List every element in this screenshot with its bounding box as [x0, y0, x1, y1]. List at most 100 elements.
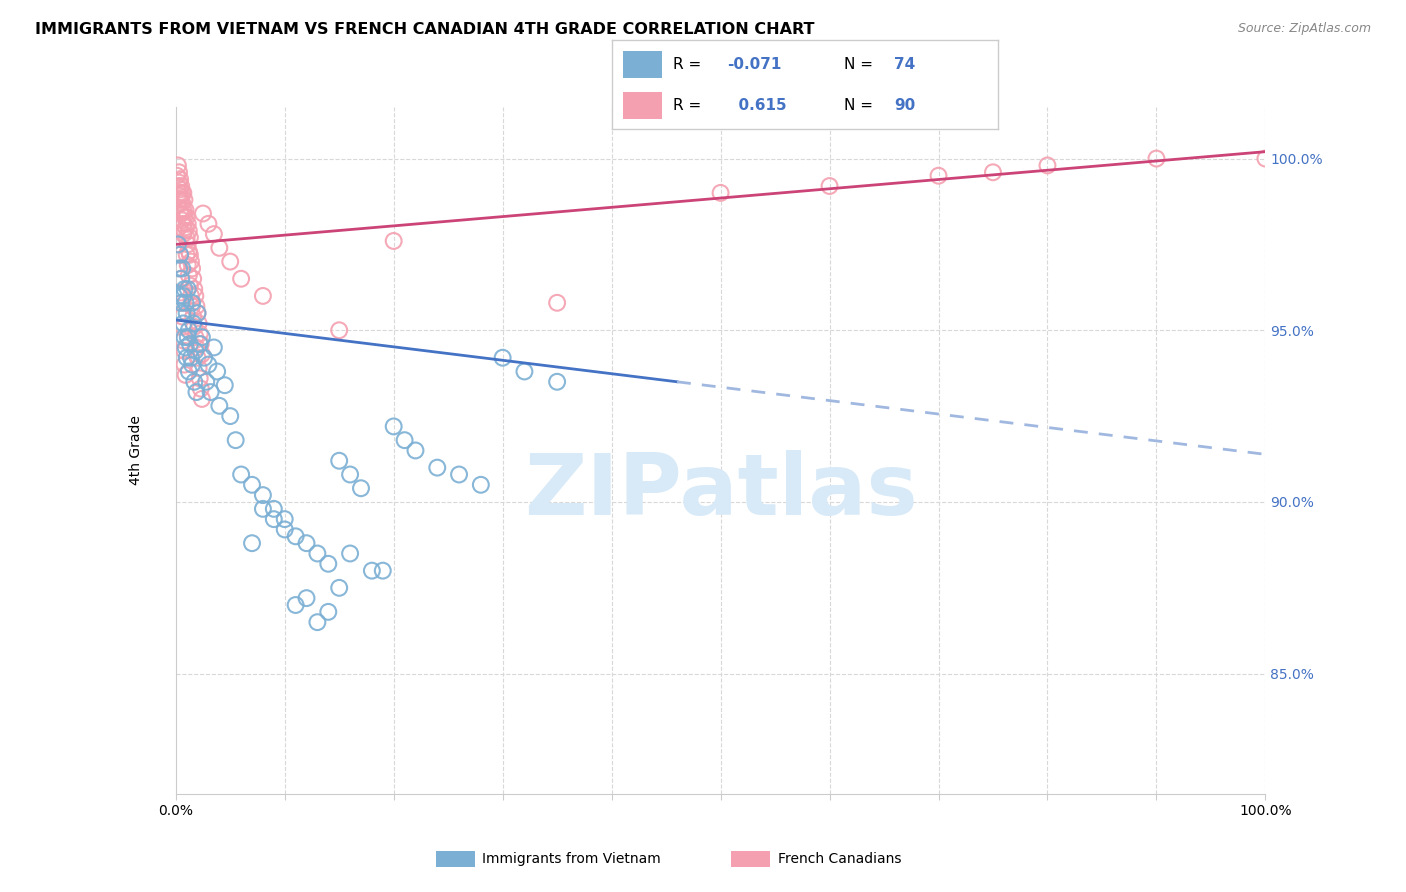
Point [225, 433, 247, 447]
Point [231, 271, 253, 285]
Point [167, 220, 190, 235]
Point [177, 323, 200, 337]
Point [208, 241, 231, 255]
Point [184, 330, 207, 344]
Point [371, 564, 394, 578]
Point [177, 258, 200, 272]
Point [546, 375, 568, 389]
Point [169, 248, 191, 262]
Point [252, 289, 274, 303]
Point [187, 361, 209, 376]
Point [202, 340, 225, 354]
Point [470, 477, 492, 491]
Point [188, 371, 211, 385]
Point [170, 295, 193, 310]
Point [405, 443, 427, 458]
Point [176, 230, 198, 244]
Point [318, 605, 340, 619]
FancyBboxPatch shape [623, 92, 662, 119]
Point [295, 591, 318, 606]
Point [177, 224, 200, 238]
Point [180, 351, 202, 365]
Point [191, 392, 214, 406]
Text: ZIPatlas: ZIPatlas [523, 450, 918, 533]
Point [187, 317, 209, 331]
Point [179, 337, 201, 351]
Point [172, 186, 194, 200]
Point [179, 278, 201, 293]
Point [181, 261, 204, 276]
Point [170, 193, 193, 207]
Point [188, 326, 211, 341]
Point [350, 481, 373, 495]
Point [181, 310, 204, 324]
Point [172, 319, 194, 334]
Point [197, 358, 219, 372]
Point [174, 220, 197, 235]
Text: N =: N = [844, 57, 877, 71]
Point [174, 202, 197, 217]
Text: N =: N = [844, 98, 877, 112]
Point [186, 351, 209, 365]
Point [177, 244, 200, 259]
Point [180, 289, 202, 303]
Point [513, 364, 536, 378]
Text: Source: ZipAtlas.com: Source: ZipAtlas.com [1237, 22, 1371, 36]
Point [263, 512, 285, 526]
Point [190, 382, 212, 396]
Point [170, 285, 193, 300]
Point [169, 202, 191, 217]
Point [183, 319, 205, 334]
Point [426, 460, 449, 475]
Point [928, 169, 950, 183]
Point [177, 217, 200, 231]
Point [360, 564, 382, 578]
Point [263, 501, 285, 516]
Point [169, 182, 191, 196]
Point [177, 268, 200, 283]
Point [328, 454, 350, 468]
Point [177, 282, 200, 296]
Point [173, 282, 195, 296]
Point [167, 261, 190, 276]
Point [252, 501, 274, 516]
Point [546, 295, 568, 310]
Point [177, 364, 200, 378]
Point [382, 419, 405, 434]
Point [382, 234, 405, 248]
Point [214, 378, 236, 392]
Point [169, 261, 191, 276]
Point [219, 409, 242, 423]
Point [169, 248, 191, 262]
Text: R =: R = [673, 57, 707, 71]
Text: 90: 90 [894, 98, 915, 112]
Point [170, 179, 193, 194]
Point [181, 271, 204, 285]
Text: French Canadians: French Canadians [778, 852, 901, 866]
Point [169, 172, 191, 186]
Point [172, 289, 194, 303]
Point [208, 399, 231, 413]
Point [181, 317, 204, 331]
Point [174, 340, 197, 354]
Point [274, 523, 297, 537]
Point [181, 299, 204, 313]
Point [981, 165, 1004, 179]
Point [172, 186, 194, 200]
Point [174, 368, 197, 382]
Point [167, 176, 190, 190]
Text: Immigrants from Vietnam: Immigrants from Vietnam [482, 852, 661, 866]
Point [172, 213, 194, 227]
Point [167, 179, 190, 194]
Point [176, 306, 198, 320]
Point [197, 217, 219, 231]
Point [205, 364, 228, 378]
Point [186, 385, 208, 400]
Point [172, 334, 194, 348]
Point [167, 237, 190, 252]
Point [200, 385, 222, 400]
Point [170, 206, 193, 220]
Point [170, 271, 193, 285]
Point [186, 306, 209, 320]
Point [184, 343, 207, 358]
